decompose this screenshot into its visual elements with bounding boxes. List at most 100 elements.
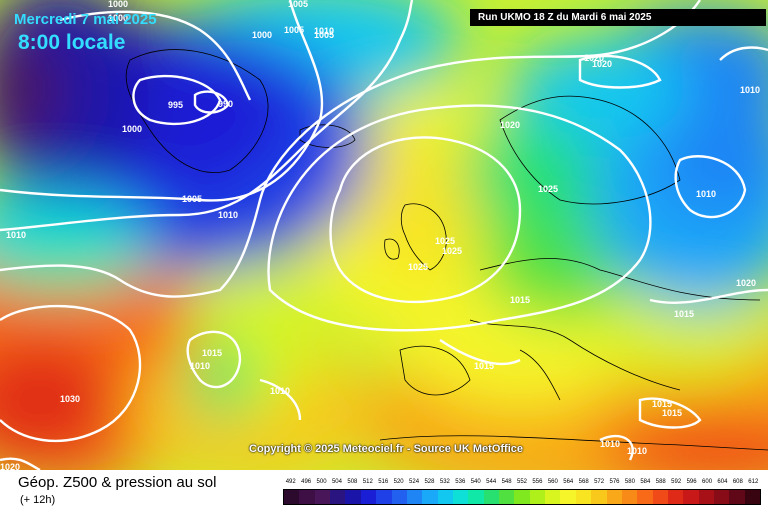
legend-label: 504	[331, 479, 342, 485]
legend-label: 592	[671, 479, 682, 485]
legend-label: 572	[594, 479, 605, 485]
isobar-990	[193, 90, 230, 114]
legend-swatch	[299, 490, 315, 504]
legend-label: 508	[347, 479, 358, 485]
legend-label: 604	[717, 479, 728, 485]
legend-swatch	[360, 490, 377, 504]
isobar-1010-b	[674, 155, 747, 219]
legend-label: 532	[439, 479, 450, 485]
color-scale-legend	[283, 489, 761, 505]
legend-label: 528	[424, 479, 435, 485]
isobar-label: 1010	[696, 189, 716, 199]
legend-labels: 492 496 500 504 508 512 516 520 524 528 532 536 540 5…	[283, 479, 761, 488]
isobar-label: 1025	[442, 246, 462, 256]
isobar-label: 1000	[108, 0, 128, 9]
legend-swatch	[499, 490, 515, 504]
isobar-label: 1010	[190, 361, 210, 371]
legend-label: 556	[532, 479, 543, 485]
isobar-label: 1015	[474, 361, 494, 371]
legend-swatch	[345, 490, 361, 504]
isobar-1015-b	[186, 330, 242, 389]
legend-swatch	[330, 490, 346, 504]
isobar-label: 1020	[592, 0, 612, 2]
isobar-label: 995	[168, 100, 183, 110]
legend-swatch	[560, 490, 576, 504]
isobar-1015-d	[439, 339, 521, 366]
legend-swatch	[406, 490, 423, 504]
isobar-label: 1005	[182, 194, 202, 204]
isobar-label: 1015	[202, 348, 222, 358]
legend-swatch	[483, 490, 500, 504]
isobar-labels: 1000 1005 1000 1005 1005 1000 995 990 10…	[0, 0, 760, 470]
legend-swatch	[714, 490, 730, 504]
iberia-outline	[399, 345, 471, 396]
legend-label: 568	[578, 479, 589, 485]
isobar-label: 1000	[122, 124, 142, 134]
isobar-label: 1025	[538, 184, 558, 194]
isobars	[0, 0, 768, 470]
legend-label: 584	[640, 479, 651, 485]
map-canvas: 1000 1005 1000 1005 1005 1000 995 990 10…	[0, 0, 768, 470]
isobar-label: 1015	[662, 408, 682, 418]
isobar-1005-a	[0, 0, 324, 202]
isobar-1020-a	[267, 104, 652, 332]
isobar-label: 1020	[592, 59, 612, 69]
legend-swatch	[606, 490, 622, 504]
isobar-label: 1010	[627, 446, 647, 456]
legend-label: 596	[686, 479, 697, 485]
copyright-notice: Copyright © 2025 Meteociel.fr - Source U…	[249, 443, 523, 455]
legend-swatch	[529, 490, 546, 504]
weather-map: 1000 1005 1000 1005 1005 1000 995 990 10…	[0, 0, 768, 470]
legend-label: 552	[516, 479, 527, 485]
legend-swatch	[437, 490, 453, 504]
isobar-label: 1020	[584, 53, 604, 63]
legend-label: 580	[624, 479, 635, 485]
legend-swatch	[652, 490, 668, 504]
legend-swatch	[284, 490, 300, 504]
legend-swatch	[575, 490, 592, 504]
legend-label: 520	[393, 479, 404, 485]
isobar-995	[132, 74, 222, 126]
isobar-label: 1010	[270, 386, 290, 396]
legend-label: 516	[378, 479, 389, 485]
legend-label: 576	[609, 479, 620, 485]
legend-swatch	[591, 490, 607, 504]
isobar-label: 1025	[435, 236, 455, 246]
isobar-1000-a	[59, 10, 252, 101]
isobar-1030	[0, 304, 142, 443]
britain-outline	[400, 203, 447, 271]
legend-swatch	[545, 490, 561, 504]
isobar-label: 1020	[500, 120, 520, 130]
legend-swatch	[376, 490, 392, 504]
model-run-label: Run UKMO 18 Z du Mardi 6 mai 2025	[470, 9, 766, 26]
ireland-outline	[384, 238, 400, 260]
forecast-offset: (+ 12h)	[20, 494, 56, 506]
legend-label: 564	[563, 479, 574, 485]
isobar-label: 1010	[600, 439, 620, 449]
isobar-label: 1015	[652, 399, 672, 409]
europe-outline	[469, 258, 761, 391]
legend-swatch	[621, 490, 638, 504]
isobar-1010-d	[649, 288, 768, 304]
isobar-1010-e	[599, 434, 634, 461]
isobar-1020-b	[578, 54, 662, 89]
isobar-1010-f	[259, 378, 302, 421]
italy-outline	[519, 349, 561, 401]
legend-swatch	[391, 490, 407, 504]
legend-label: 588	[655, 479, 666, 485]
isobar-label: 1010	[218, 210, 238, 220]
isobar-label: 1000	[252, 30, 272, 40]
legend-swatch	[683, 490, 699, 504]
isobar-label: 1015	[674, 309, 694, 319]
isobar-label: 1020	[736, 278, 756, 288]
legend-label: 492	[285, 479, 296, 485]
geopotential-field	[0, 0, 768, 470]
forecast-time: 8:00 locale	[18, 31, 126, 54]
iceland-outline	[299, 124, 356, 148]
isobar-label: 1015	[510, 295, 530, 305]
legend-label: 612	[748, 479, 759, 485]
legend-label: 536	[455, 479, 466, 485]
isobar-label: 1005	[284, 25, 304, 35]
legend-swatch	[468, 490, 484, 504]
legend-swatch	[514, 490, 530, 504]
